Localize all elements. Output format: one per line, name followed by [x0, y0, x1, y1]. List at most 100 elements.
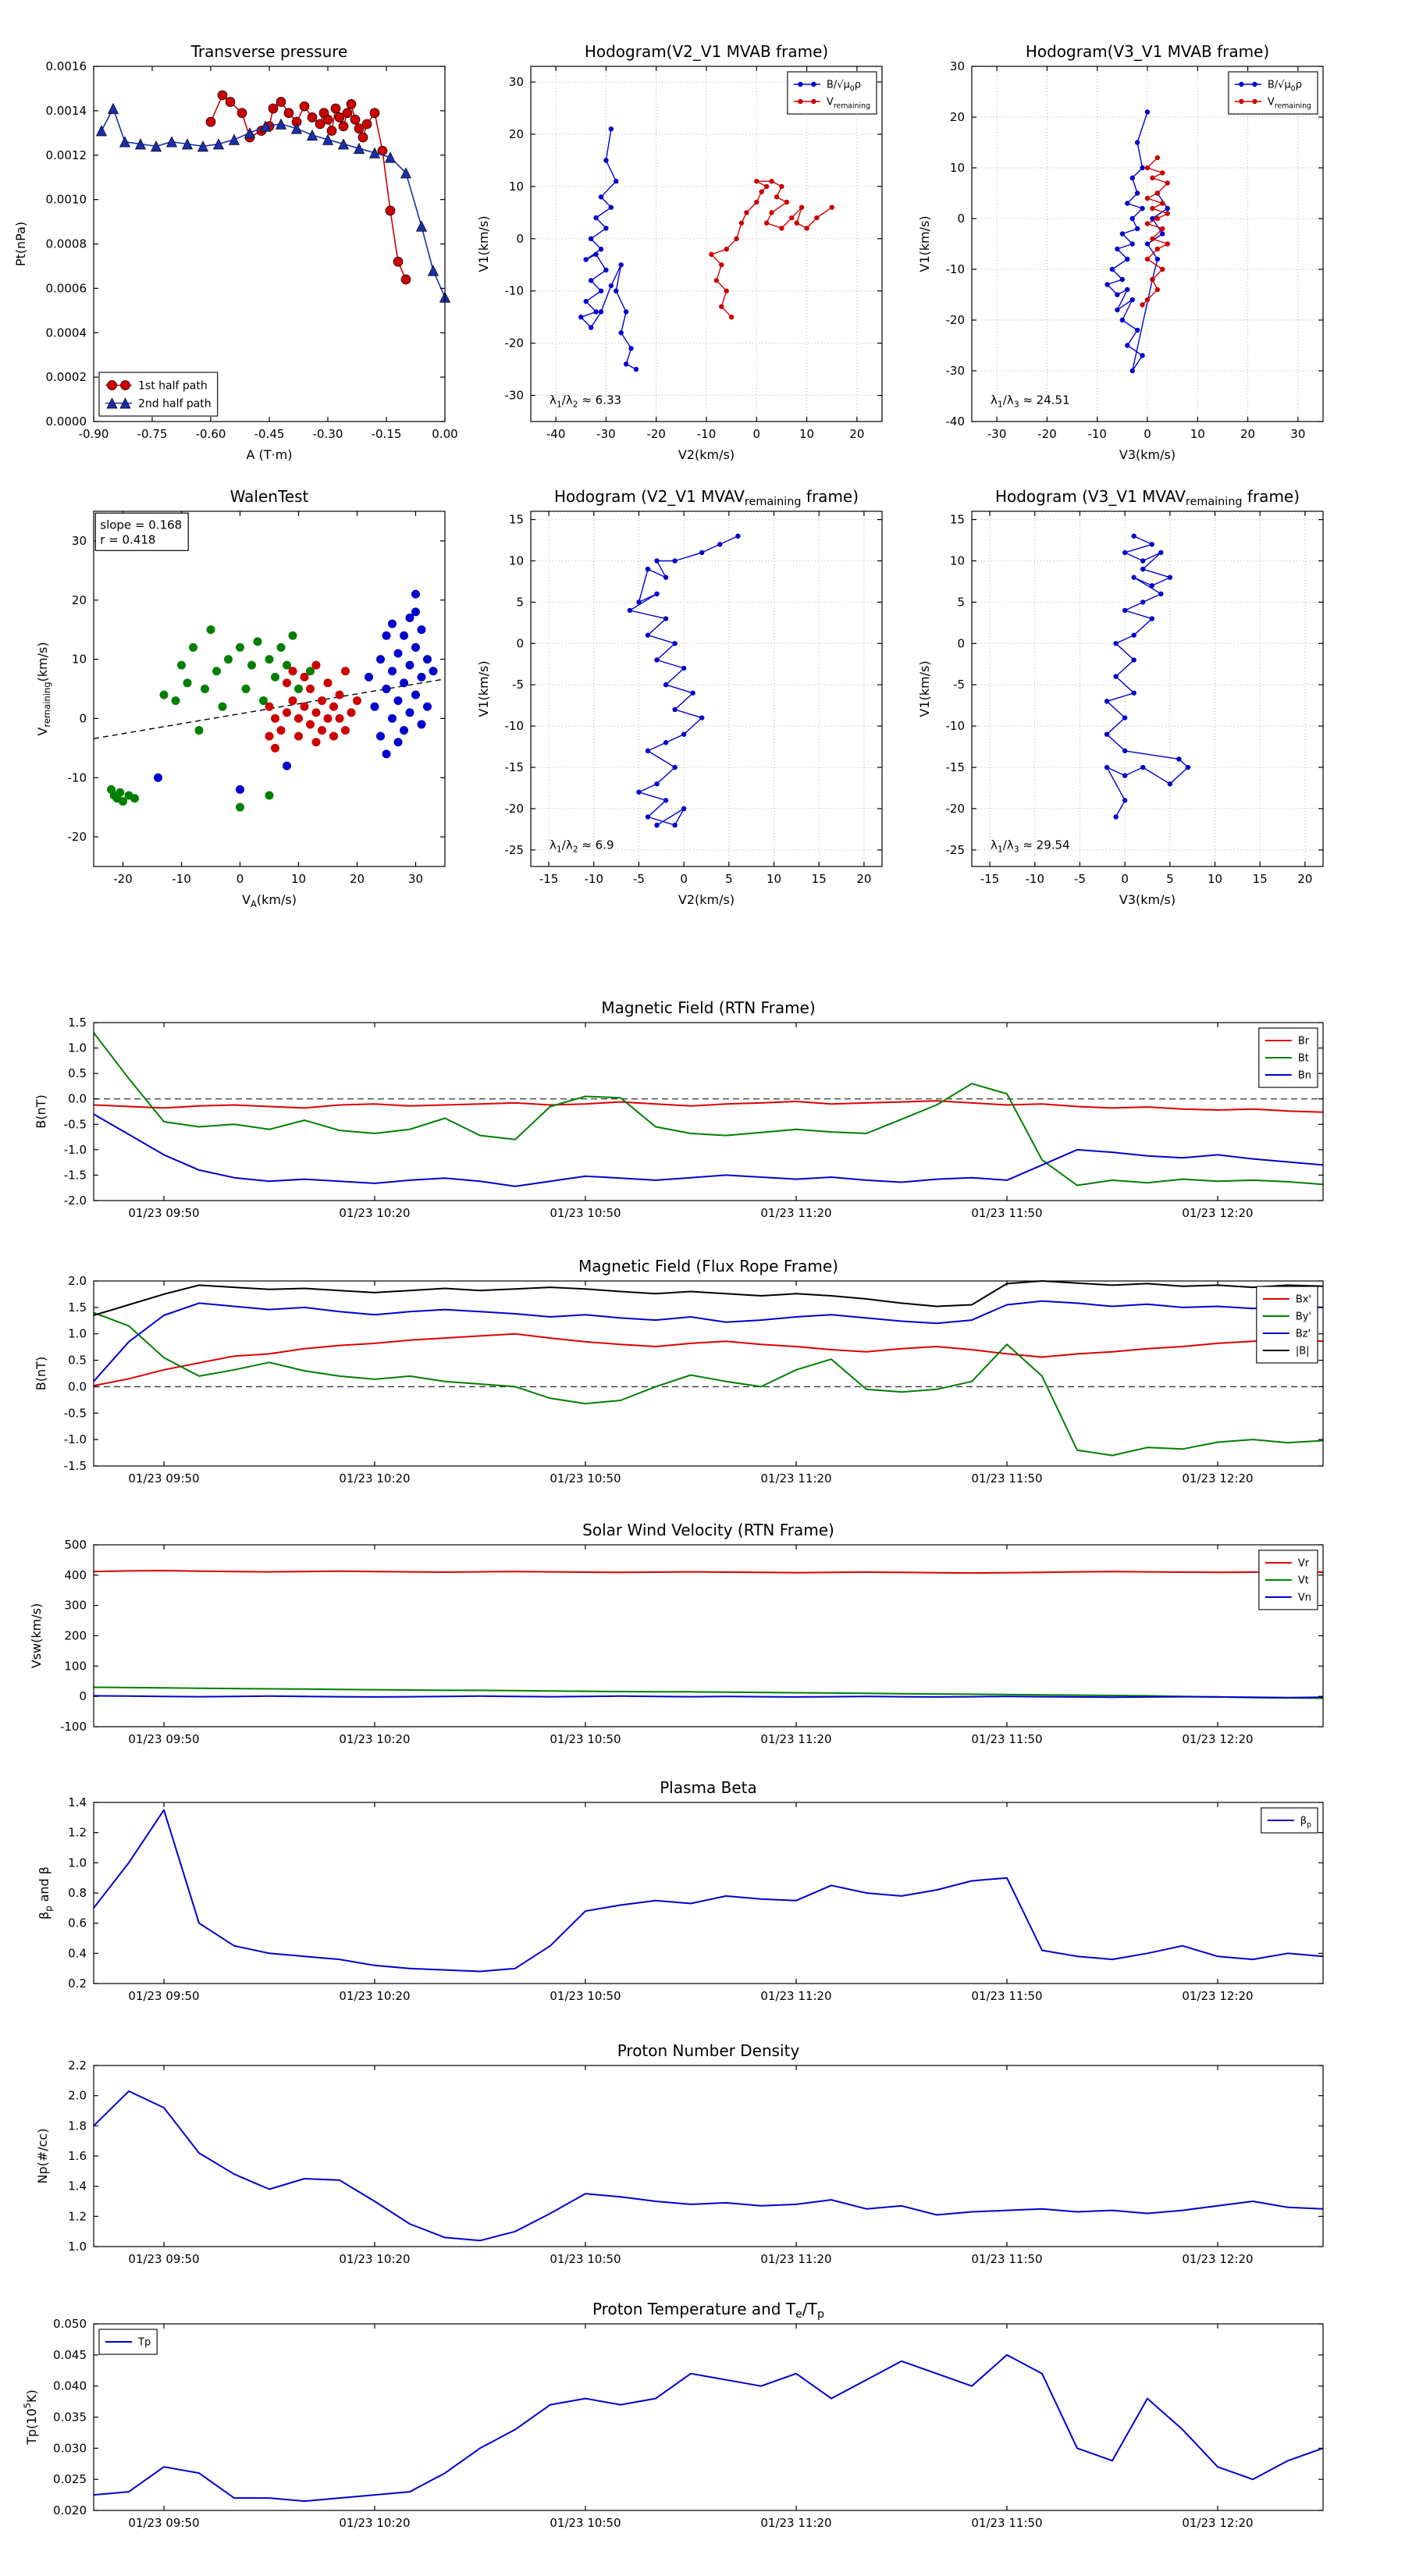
x-tick-label: 01/23 10:20	[339, 1989, 410, 2003]
x-tick-label: 01/23 12:20	[1182, 1206, 1253, 1220]
x-tick-label: 10	[1208, 872, 1222, 886]
chart-title: Solar Wind Velocity (RTN Frame)	[582, 1521, 834, 1539]
dot-marker	[1140, 353, 1145, 358]
dot-marker	[774, 194, 780, 200]
series-series-3	[154, 589, 438, 794]
y-axis-label: V1(km/s)	[917, 215, 932, 272]
y-tick-label: 0.8	[68, 1886, 87, 1900]
circle-marker	[350, 114, 361, 125]
triangle-marker	[306, 129, 318, 141]
dot-marker	[335, 713, 344, 723]
dot-marker	[1129, 297, 1135, 303]
x-tick-label: 01/23 12:20	[1182, 1732, 1253, 1746]
x-tick-label: -30	[987, 427, 1007, 441]
legend-label: Vr	[1298, 1558, 1310, 1570]
dot-marker	[311, 738, 321, 747]
y-tick-label: 0.5	[68, 1066, 87, 1080]
y-tick-label: -10	[505, 719, 525, 733]
y-axis-label: V1(km/s)	[917, 660, 932, 717]
dot-marker	[1119, 317, 1126, 323]
dot-marker	[798, 98, 803, 105]
dot-marker	[300, 702, 309, 711]
grid	[531, 511, 882, 866]
dot-marker	[119, 797, 127, 806]
dot-marker	[1252, 98, 1257, 105]
y-tick-label: 0.035	[53, 2411, 87, 2425]
dot-marker	[411, 589, 420, 599]
dot-marker	[1115, 307, 1120, 313]
x-tick-label: 01/23 10:50	[550, 2516, 621, 2530]
dot-marker	[814, 215, 820, 221]
dot-marker	[294, 731, 303, 741]
circle-marker	[330, 103, 341, 114]
y-tick-label: 2.2	[68, 2058, 87, 2073]
chart-walen-test: -20 -10 0 10 20 30 -20 -10 0 10 20 30 WalenTest VA(km…	[35, 487, 446, 909]
circle-marker	[107, 380, 117, 390]
ticks: 01/23 09:50 01/23 10:20 01/23 10:50 01/23 1…	[64, 1016, 1323, 1220]
x-tick-label: 01/23 12:20	[1182, 1471, 1253, 1485]
y-tick-label: -1.0	[64, 1432, 87, 1446]
legend-label: Vremaining	[1268, 97, 1311, 111]
dot-marker	[603, 158, 609, 163]
y-tick-label: 1.0	[68, 1856, 87, 1870]
triangle-marker	[259, 120, 272, 132]
dot-marker	[283, 708, 291, 717]
y-tick-label: -20	[505, 802, 525, 816]
dot-marker	[294, 713, 303, 723]
annotation: λ1/λ3 ≈ 29.54	[991, 838, 1070, 854]
dot-marker	[1154, 190, 1161, 196]
series-b-0	[1104, 109, 1170, 374]
series-bx	[93, 1332, 1324, 1387]
dot-marker	[672, 706, 678, 713]
chart-title: Proton Temperature and Te/Tp	[592, 2300, 824, 2321]
y-tick-label: 0.050	[53, 2317, 87, 2331]
x-tick-label: 5	[725, 872, 733, 886]
dot-marker	[388, 619, 397, 628]
dot-marker	[1150, 175, 1155, 181]
axes-frame	[971, 511, 1324, 867]
series-bn	[93, 1113, 1324, 1187]
dot-marker	[663, 798, 669, 803]
dot-marker	[1129, 175, 1135, 181]
circle-marker	[354, 123, 365, 133]
legend-label: By'	[1296, 1311, 1311, 1323]
dot-marker	[1122, 748, 1128, 754]
x-tick-label: 01/23 10:20	[339, 1206, 410, 1220]
y-axis-label: B(nT)	[34, 1094, 48, 1128]
dot-marker	[405, 708, 414, 717]
dot-marker	[247, 660, 256, 670]
legend-label: βp	[1300, 1816, 1311, 1830]
dot-marker	[1140, 566, 1146, 572]
dot-marker	[799, 205, 805, 210]
dot-marker	[1154, 256, 1161, 262]
dot-marker	[1104, 764, 1110, 770]
dot-marker	[645, 748, 651, 754]
y-tick-label: 0.5	[68, 1354, 87, 1368]
annotation: λ1/λ3 ≈ 24.51	[991, 393, 1070, 409]
x-tick-label: 0	[680, 872, 688, 886]
dot-marker	[288, 631, 297, 640]
dot-marker	[1144, 241, 1151, 247]
dot-marker	[654, 591, 660, 597]
x-tick-label: 01/23 09:50	[128, 1471, 199, 1485]
dot-marker	[1150, 215, 1155, 222]
y-tick-label: -15	[946, 760, 966, 774]
dot-marker	[159, 690, 169, 699]
circle-marker	[400, 274, 411, 285]
y-tick-label: 0	[516, 232, 524, 246]
x-tick-label: -0.90	[79, 427, 109, 441]
dot-marker	[265, 655, 274, 664]
dot-marker	[177, 660, 186, 670]
dot-marker	[645, 632, 651, 638]
annotation-text: λ1/λ2 ≈ 6.33	[550, 393, 621, 409]
x-tick-label: 01/23 10:20	[339, 2516, 410, 2530]
y-tick-label: 2.0	[68, 2089, 87, 2103]
y-tick-label: -1.5	[64, 1459, 87, 1473]
annotation: λ1/λ2 ≈ 6.33	[550, 393, 621, 409]
y-tick-label: 0.6	[68, 1916, 87, 1930]
x-tick-label: -5	[1074, 872, 1086, 886]
triangle-marker	[228, 133, 240, 145]
y-tick-label: 5	[516, 595, 524, 609]
chart-title: WalenTest	[230, 487, 309, 506]
dot-marker	[769, 210, 774, 215]
